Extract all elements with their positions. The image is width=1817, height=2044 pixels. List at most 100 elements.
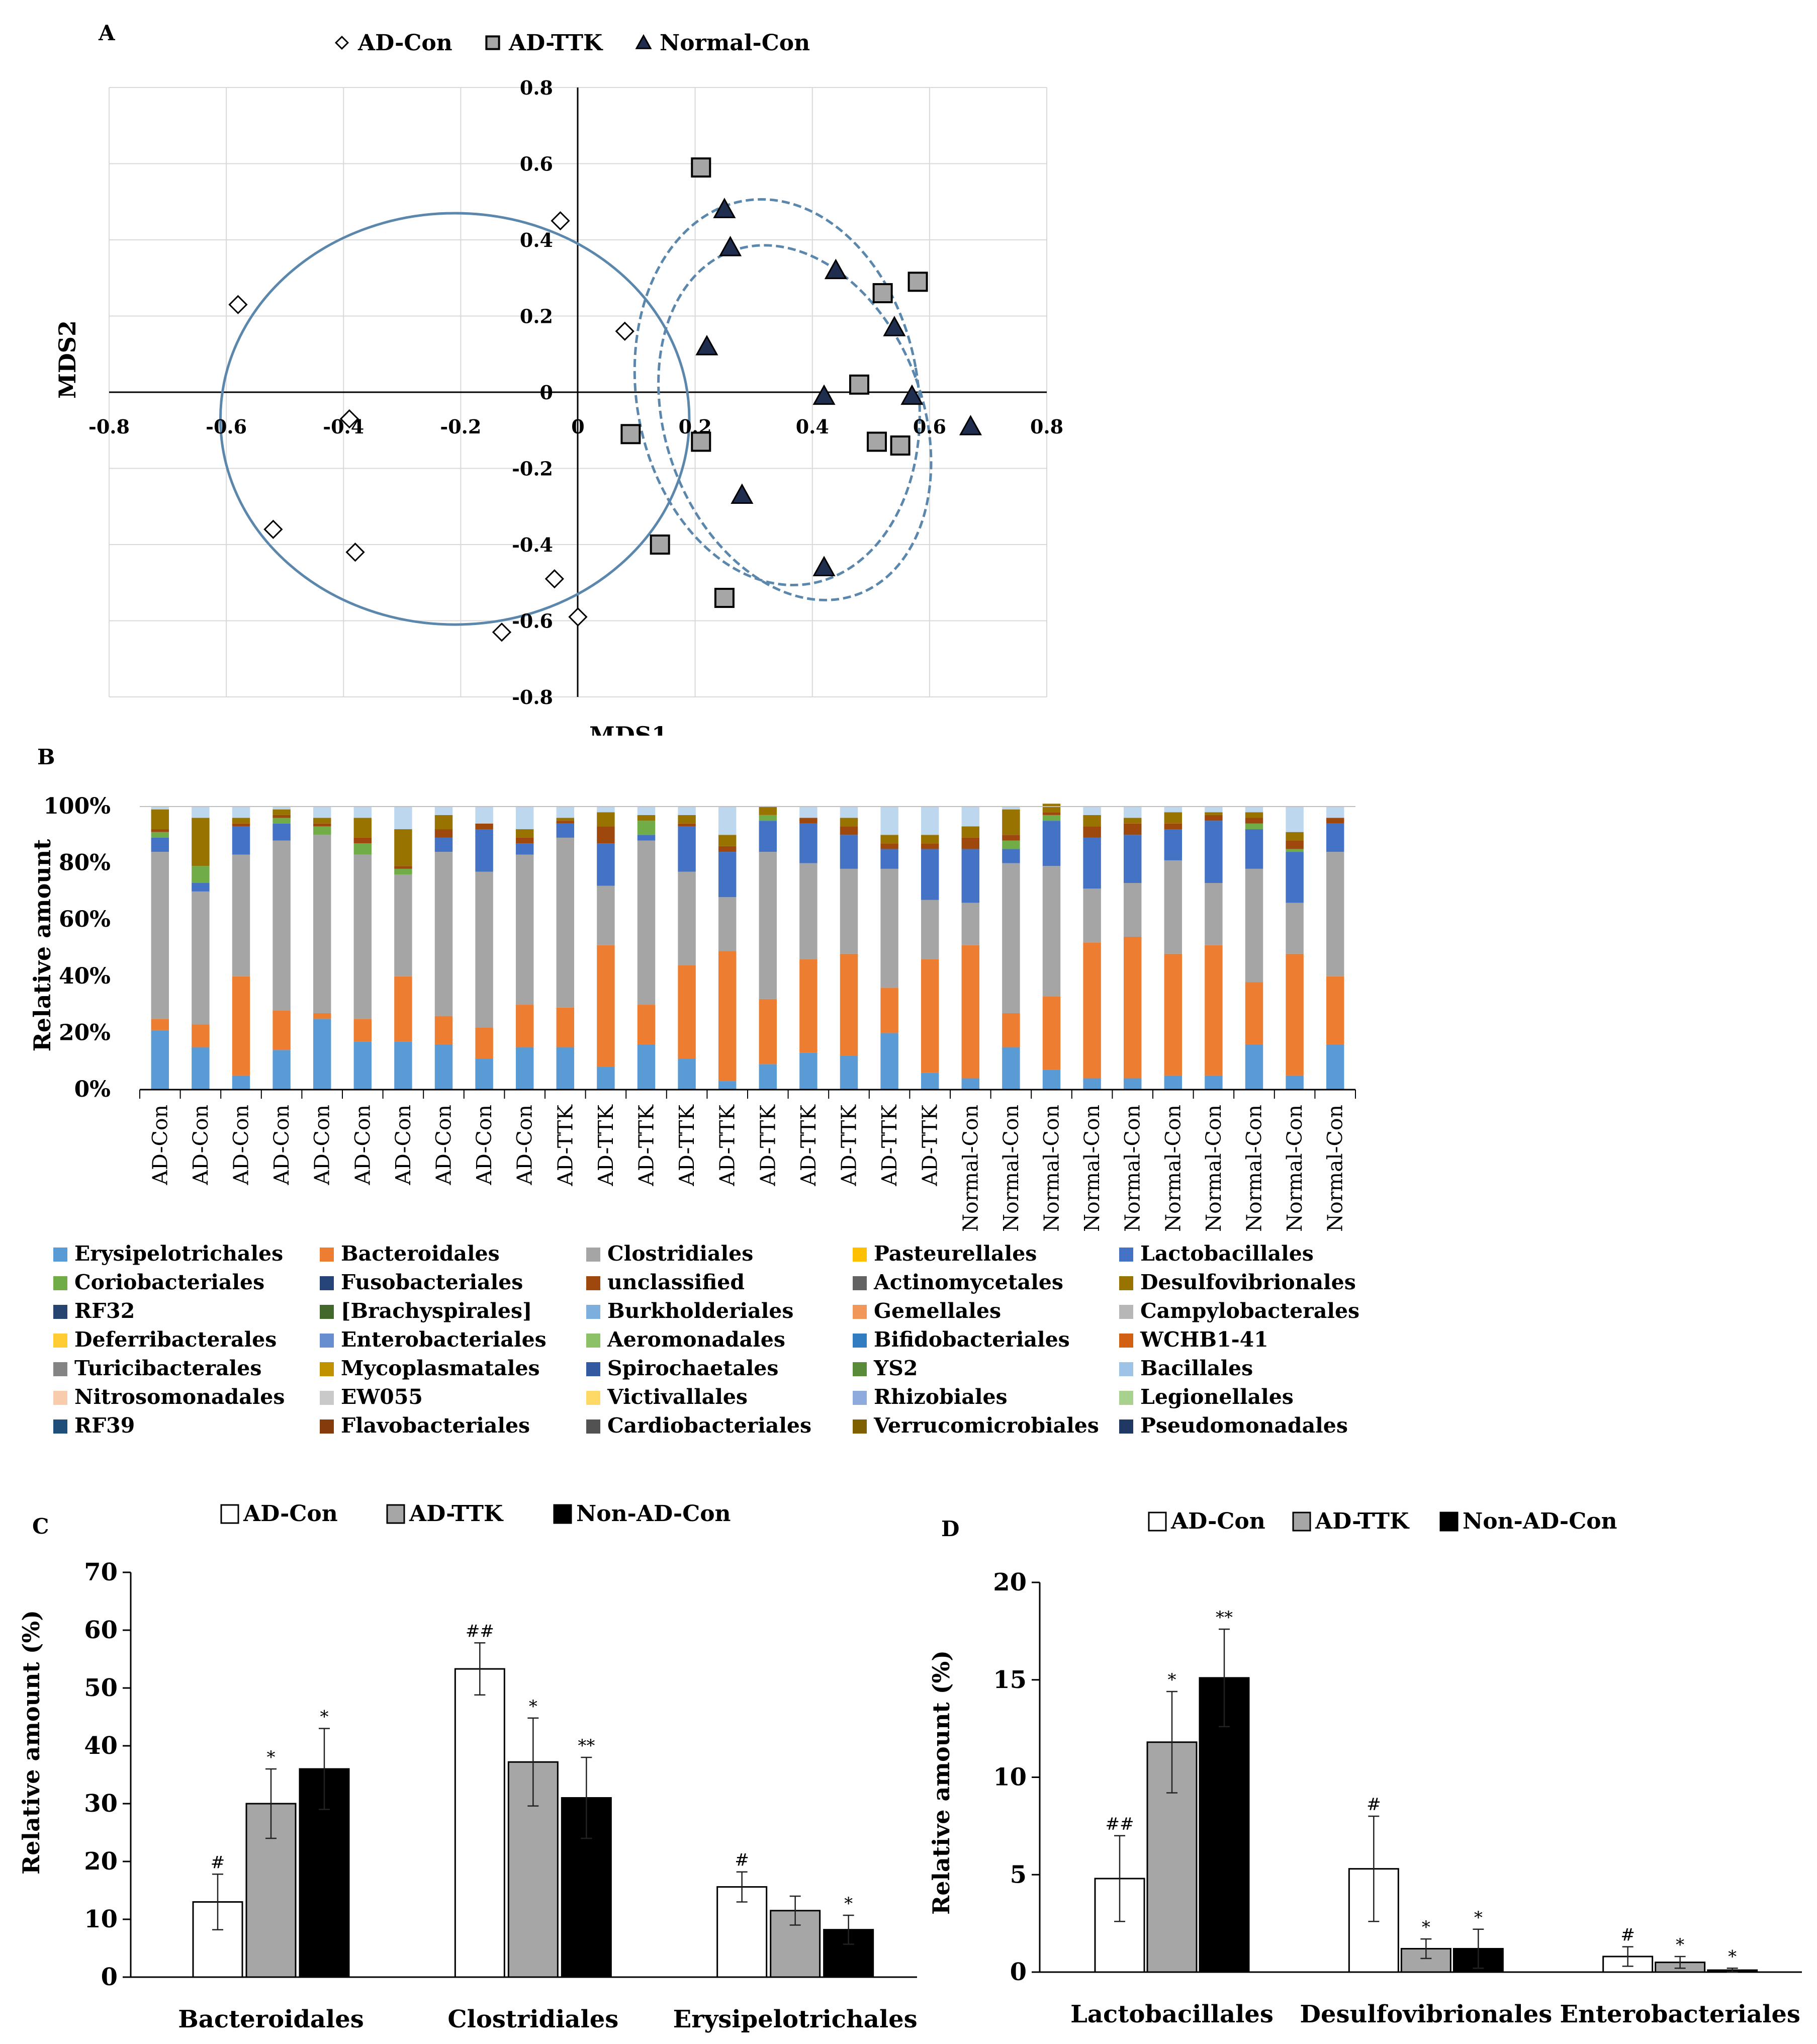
panel-c-significance-mark: * xyxy=(844,1894,853,1914)
panel-d-y-axis-label: Relative amount (%) xyxy=(928,1650,955,1915)
panel-b-bar-segment-lactobacillales xyxy=(556,823,575,838)
panel-b-bar-segment-clostridiales xyxy=(1205,883,1223,945)
panel-b-bar-segment-erysipelotrichales xyxy=(353,1041,372,1090)
panel-a-point-ad-con xyxy=(544,569,564,589)
panel-b-bar-segment-coriobacteriales xyxy=(353,843,372,855)
panel-b-legend-swatch-legionellales xyxy=(1119,1391,1133,1405)
panel-b-bar-segment-coriobacteriales xyxy=(1002,840,1020,849)
panel-c-significance-mark: * xyxy=(267,1747,276,1767)
panel-b-bar-segment-lactobacillales xyxy=(961,849,980,903)
panel-b-x-category-label: AD-TTK xyxy=(675,1104,699,1187)
panel-b-legend-label-unclassified: unclassified xyxy=(607,1270,745,1294)
panel-b-bar-segment-bacteroidales xyxy=(1123,936,1142,1079)
panel-b-bar-segment-erysipelotrichales xyxy=(1245,1044,1263,1090)
panel-b-x-category-label: AD-Con xyxy=(432,1105,456,1186)
panel-a-point-ad-con xyxy=(615,321,634,341)
panel-a-point-normal-con xyxy=(713,198,736,218)
panel-b-legend-label-flavobacteriales: Flavobacteriales xyxy=(341,1413,530,1438)
panel-d-legend-label-ad-con: AD-Con xyxy=(1170,1508,1265,1534)
panel-b-legend-swatch-unclassified xyxy=(586,1276,600,1290)
panel-a-points xyxy=(228,157,982,642)
panel-c-y-tick-label: 50 xyxy=(84,1674,118,1702)
panel-b-bar-segment-lactobacillales xyxy=(151,837,169,852)
panel-c-significance-mark: * xyxy=(529,1697,537,1717)
panel-b-bar-segment-clostridiales xyxy=(232,854,250,976)
panel-d-legend-label-non-ad-con: Non-AD-Con xyxy=(1463,1508,1617,1534)
panel-c-x-category-erysipelotrichales: Erysipelotrichales xyxy=(673,2005,918,2033)
panel-b-legend-swatch-lactobacillales xyxy=(1119,1248,1133,1262)
panel-b-legend-label-burkholderiales: Burkholderiales xyxy=(607,1299,793,1323)
panel-b-bar-segment-erysipelotrichales xyxy=(759,1064,777,1090)
panel-b-bar-segment-bacteroidales xyxy=(921,959,939,1073)
panel-b-bar-segment-unclassified xyxy=(799,818,817,824)
panel-a-y-tick-label: 0.2 xyxy=(520,305,553,328)
panel-b-bar-segment-bacteroidales xyxy=(1205,945,1223,1076)
panel-b-legend-label-deferribacterales: Deferribacterales xyxy=(74,1327,277,1352)
panel-a-point-ad-con xyxy=(551,211,570,231)
panel-d-significance-mark: * xyxy=(1168,1670,1176,1690)
panel-c-y-tick-label: 0 xyxy=(101,1963,118,1991)
panel-d-y-tick-label: 0 xyxy=(1010,1958,1027,1986)
panel-b-bar-segment-bacteroidales xyxy=(192,1024,210,1047)
panel-b-legend-swatch-erysipelotrichales xyxy=(53,1248,67,1262)
panel-b-x-category-label: AD-Con xyxy=(189,1105,213,1186)
panel-b-bar-segment-unclassified xyxy=(1042,812,1061,815)
panel-a-point-normal-con xyxy=(959,415,982,435)
panel-b-bar-segment-unclassified xyxy=(1123,823,1142,835)
panel-b-legend-swatch-nitrosomonadales xyxy=(53,1391,67,1405)
panel-b-x-category-label: AD-TTK xyxy=(918,1104,942,1187)
panel-c-y-tick-label: 30 xyxy=(84,1790,118,1818)
panel-b-x-category-label: Normal-Con xyxy=(1080,1105,1104,1232)
panel-b-bar-segment-clostridiales xyxy=(961,903,980,945)
panel-b-bar-segment-bacteroidales xyxy=(1164,953,1183,1076)
panel-b-bar-segment-erysipelotrichales xyxy=(799,1052,817,1090)
panel-b-bar-segment-unclassified xyxy=(1002,835,1020,841)
panel-b-bar-segment-clostridiales xyxy=(799,863,817,960)
panel-d-legend-swatch-non-ad-con xyxy=(1439,1512,1459,1532)
panel-b-legend-swatch-rf39 xyxy=(53,1419,67,1434)
panel-b-legend-swatch-gemellales xyxy=(853,1305,867,1319)
panel-b-bar-segment-lactobacillales xyxy=(1286,852,1304,903)
panel-b-bar-segment-erysipelotrichales xyxy=(192,1047,210,1090)
panel-a-point-ad-ttk xyxy=(866,431,887,452)
panel-b-bar-segment-erysipelotrichales xyxy=(718,1081,737,1090)
panel-b-bar-segment-clostridiales xyxy=(1326,852,1344,976)
panel-letter-c: C xyxy=(32,1514,49,1539)
panel-b-bar-segment-coriobacteriales xyxy=(759,815,777,821)
panel-c-y-tick-label: 70 xyxy=(84,1558,118,1586)
panel-b-bar-segment-clostridiales xyxy=(434,852,453,1016)
panel-b-bar-segment-other xyxy=(1205,807,1223,813)
panel-b-bar-segment-lactobacillales xyxy=(1326,823,1344,852)
panel-a-legend-marker-normal-con xyxy=(635,34,652,49)
panel-b-bar-segment-bacteroidales xyxy=(1042,996,1061,1070)
panel-b-y-tick-label: 100% xyxy=(43,793,111,819)
panel-b-legend-label-bacteroidales: Bacteroidales xyxy=(341,1241,500,1266)
panel-a-point-ad-con xyxy=(263,519,283,539)
panel-b-legend-swatch-pasteurellales xyxy=(853,1248,867,1262)
panel-b-bar-segment-clostridiales xyxy=(880,868,898,988)
panel-b-bar-segment-unclassified xyxy=(678,823,696,827)
panel-b-bar-segment-desulfovibrionales xyxy=(515,829,534,838)
panel-b-bar-segment-erysipelotrichales xyxy=(151,1030,169,1090)
panel-b-bar-segment-erysipelotrichales xyxy=(1002,1047,1020,1090)
panel-a-point-ad-ttk xyxy=(849,374,869,395)
panel-b-legend-swatch-victivallales xyxy=(586,1391,600,1405)
panel-b-x-category-label: Normal-Con xyxy=(958,1105,982,1232)
panel-b-bar-segment-other xyxy=(434,807,453,815)
panel-b-bar-segment-bacteroidales xyxy=(1245,982,1263,1044)
panel-b-legend-label-pseudomonadales: Pseudomonadales xyxy=(1140,1413,1348,1438)
panel-b-bar-segment-other xyxy=(1326,807,1344,818)
panel-b-legend-label-aeromonadales: Aeromonadales xyxy=(607,1327,785,1352)
panel-b-bar-segment-erysipelotrichales xyxy=(961,1078,980,1090)
panel-b-x-category-label: Normal-Con xyxy=(999,1105,1023,1232)
panel-b-bar-segment-clostridiales xyxy=(394,874,412,976)
panel-b-bar-segment-clostridiales xyxy=(515,854,534,1005)
panel-b-legend-swatch-flavobacteriales xyxy=(320,1419,334,1434)
panel-b-bar-segment-bacteroidales xyxy=(1083,942,1101,1079)
panel-b-bar-segment-other xyxy=(718,807,737,835)
panel-b-bar-segment-unclassified xyxy=(394,866,412,869)
panel-c-significance-mark: ** xyxy=(578,1736,595,1756)
panel-b-bar-segment-desulfovibrionales xyxy=(353,818,372,838)
panel-b-bar-segment-desulfovibrionales xyxy=(961,826,980,838)
panel-a-point-ad-con xyxy=(568,607,588,627)
